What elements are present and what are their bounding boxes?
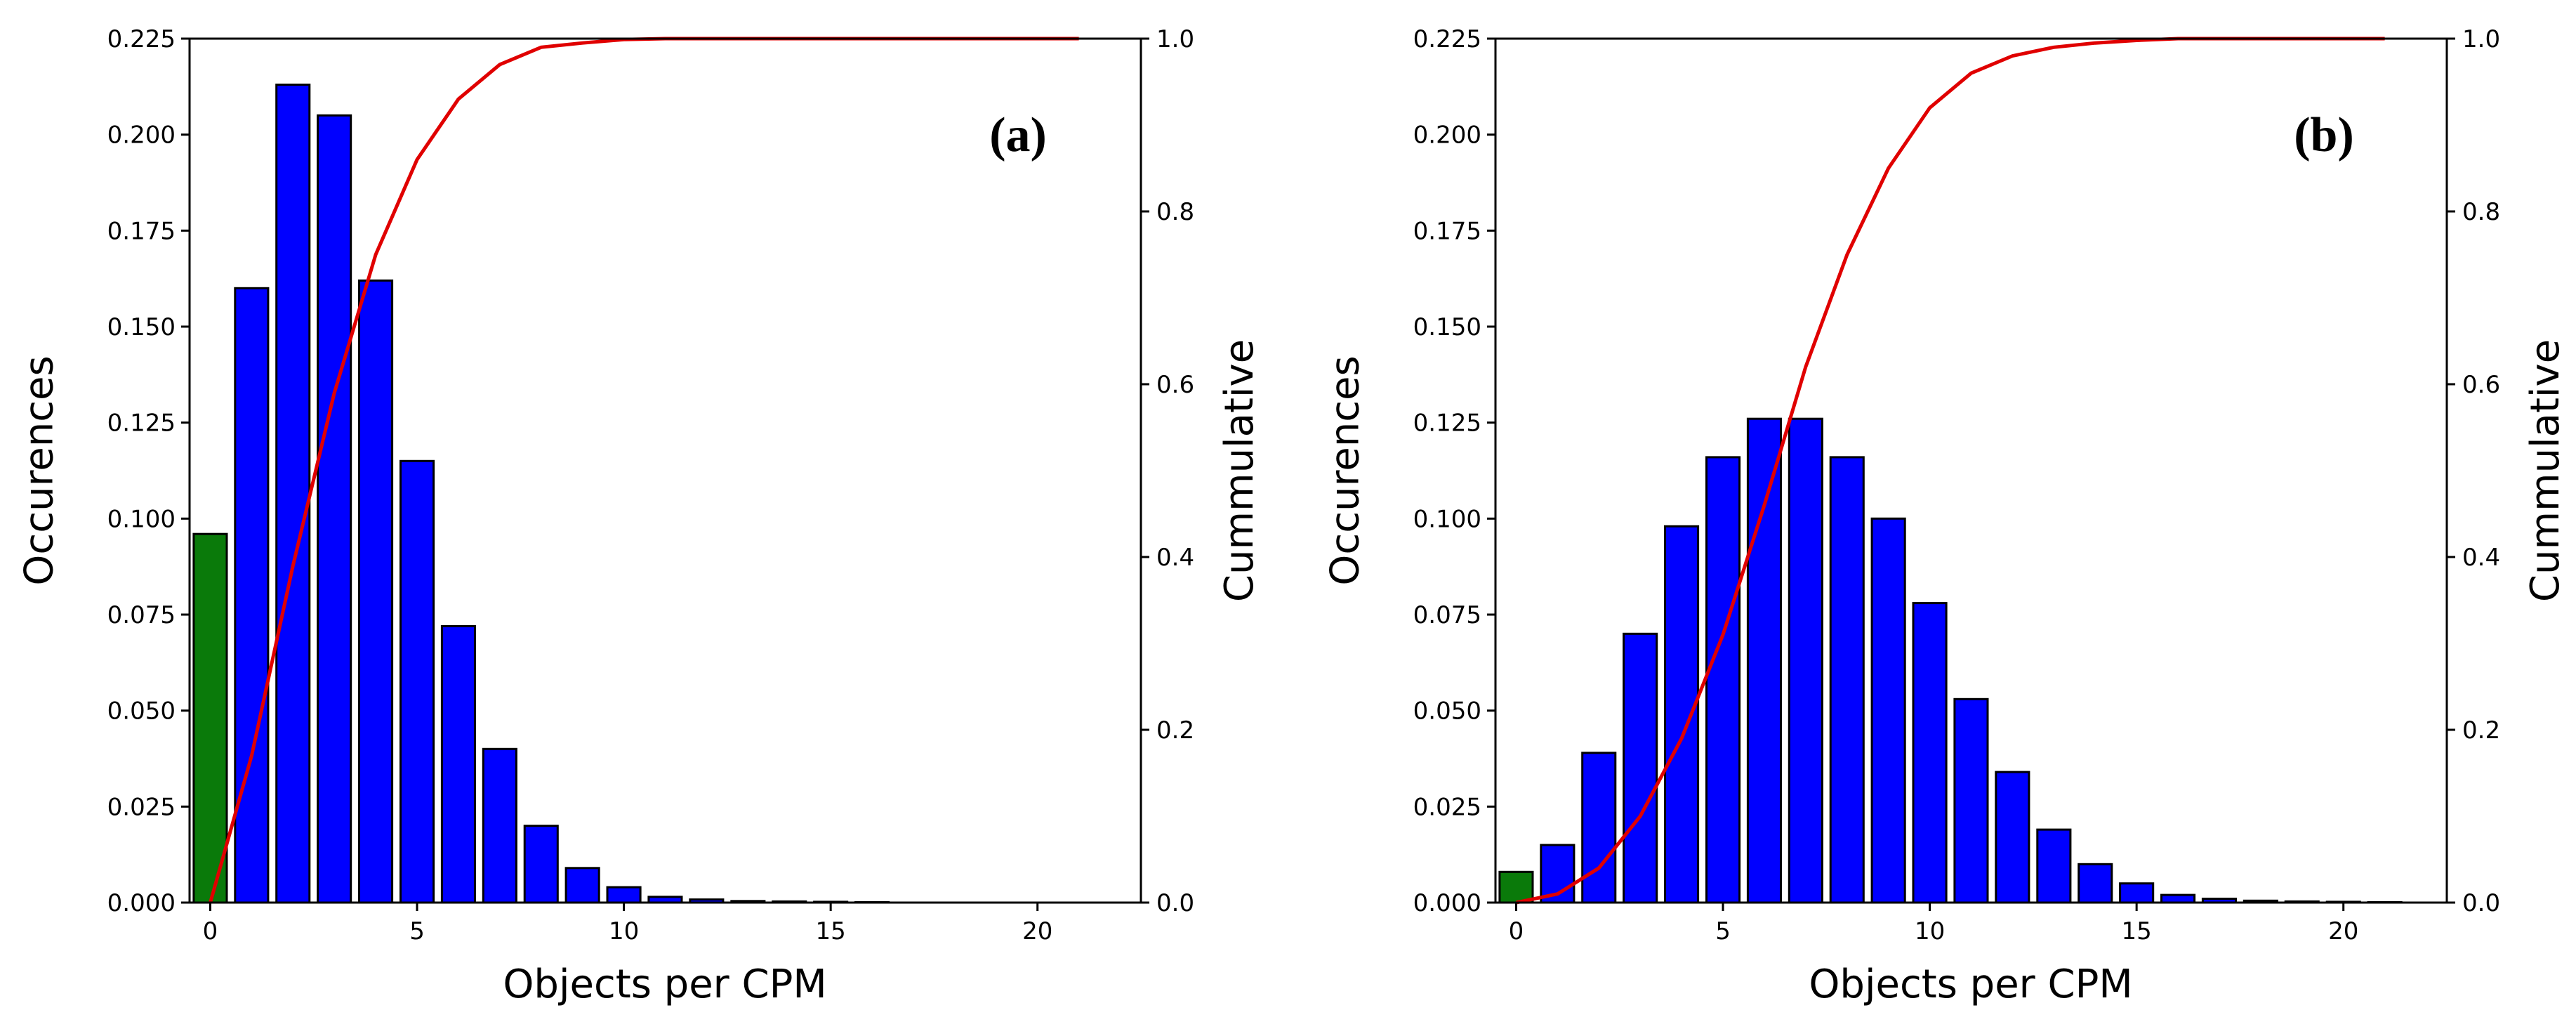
bar [2119, 882, 2155, 904]
bar [523, 825, 559, 904]
y-tick-label: 0.175 [1413, 217, 1481, 245]
x-tick-label: 0 [203, 917, 218, 945]
y-tick-label: 0.100 [1413, 505, 1481, 533]
y2-tick-label: 1.0 [1156, 25, 1194, 53]
y-tick-label: 0.150 [1413, 313, 1481, 341]
x-tick-label: 0 [1509, 917, 1524, 945]
bar [606, 886, 642, 904]
y-tick-label: 0.025 [107, 793, 176, 821]
y-tick-label: 0.225 [107, 25, 176, 53]
bar [482, 747, 517, 904]
bar [2036, 828, 2072, 904]
y2-tick-label: 0.4 [1156, 544, 1194, 572]
bar [1995, 771, 2030, 904]
bar [1540, 844, 1576, 904]
y2-tick-label: 0.8 [2462, 198, 2500, 226]
bar [1912, 602, 1948, 904]
bar [1705, 456, 1741, 904]
bar [192, 532, 228, 904]
y-axis-label: Occurences [17, 355, 62, 585]
bar [1498, 870, 1534, 904]
y2-tick-label: 0.6 [1156, 371, 1194, 399]
y-tick-label: 0.225 [1413, 25, 1481, 53]
y-tick-label: 0.200 [1413, 122, 1481, 150]
x-axis-label: Objects per CPM [1809, 962, 2132, 1007]
y-axis-label: Occurences [1323, 355, 1368, 585]
bar [1953, 697, 1989, 904]
y2-tick-label: 1.0 [2462, 25, 2500, 53]
y-tick-label: 0.150 [107, 313, 176, 341]
y-tick-label: 0.050 [1413, 697, 1481, 726]
bar [234, 287, 270, 904]
x-axis-label: Objects per CPM [503, 962, 826, 1007]
bar [317, 114, 352, 904]
x-tick-label: 10 [609, 917, 639, 945]
y2-tick-label: 0.2 [2462, 716, 2500, 745]
chart-panel-a: 0.0000.0250.0500.0750.1000.1250.1500.175… [17, 25, 1262, 1007]
bar [1870, 517, 1906, 904]
y-tick-label: 0.075 [1413, 601, 1481, 629]
y-tick-label: 0.050 [107, 697, 176, 726]
plot-frame [1494, 37, 2448, 904]
y-tick-label: 0.175 [107, 217, 176, 245]
bar [1664, 525, 1700, 904]
bar [358, 279, 394, 904]
x-tick-label: 5 [409, 917, 425, 945]
y2-tick-label: 0.4 [2462, 544, 2500, 572]
panel-label: (a) [989, 108, 1047, 162]
x-tick-label: 15 [2122, 917, 2152, 945]
y-tick-label: 0.000 [1413, 889, 1481, 917]
y-tick-label: 0.100 [107, 505, 176, 533]
x-tick-label: 20 [2328, 917, 2358, 945]
x-tick-label: 10 [1915, 917, 1945, 945]
panel-label: (b) [2294, 108, 2354, 162]
bar [1581, 752, 1617, 904]
bar [2078, 863, 2113, 904]
y-tick-label: 0.125 [107, 410, 176, 438]
y2-tick-label: 0.0 [1156, 889, 1194, 917]
y2-tick-label: 0.8 [1156, 198, 1194, 226]
y2-axis-label: Cummulative [1217, 339, 1262, 602]
bar [1623, 632, 1658, 904]
y2-tick-label: 0.0 [2462, 889, 2500, 917]
x-tick-label: 20 [1022, 917, 1052, 945]
bar [399, 459, 435, 904]
x-tick-label: 15 [816, 917, 846, 945]
y2-tick-label: 0.2 [1156, 716, 1194, 745]
y2-tick-label: 0.6 [2462, 371, 2500, 399]
plot-frame [188, 37, 1142, 904]
bar [1788, 417, 1823, 904]
bar [275, 84, 311, 904]
y-tick-label: 0.075 [107, 601, 176, 629]
y-tick-label: 0.025 [1413, 793, 1481, 821]
y-tick-label: 0.000 [107, 889, 176, 917]
bar [564, 867, 600, 904]
y-tick-label: 0.200 [107, 122, 176, 150]
y2-axis-label: Cummulative [2523, 339, 2568, 602]
x-tick-label: 5 [1715, 917, 1731, 945]
chart-panel-b: 0.0000.0250.0500.0750.1000.1250.1500.175… [1323, 25, 2568, 1007]
bar [1829, 456, 1865, 904]
bar [440, 624, 477, 904]
bar [1746, 417, 1782, 904]
y-tick-label: 0.125 [1413, 410, 1481, 438]
bar [2160, 893, 2196, 904]
